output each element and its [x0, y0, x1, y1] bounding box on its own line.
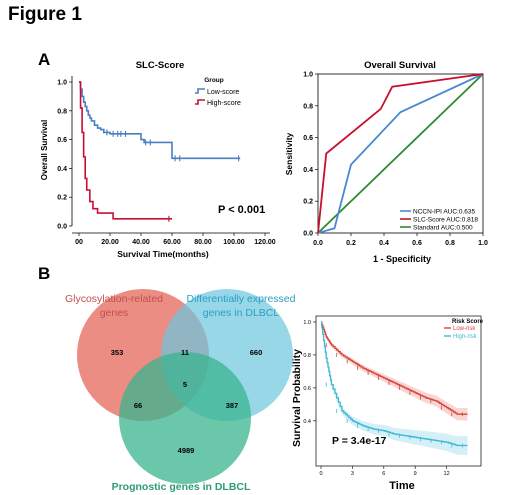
roc-chart: Overall Survival 0.00.20.40.60.81.0 0.0 0…: [284, 60, 488, 264]
roc-x-ticks: 0.0 0.2 0.4 0.6 0.8 1.0: [313, 233, 488, 247]
km2-legend-high: High-risk: [453, 334, 478, 340]
km2-y-tick-label: 0.6: [303, 386, 311, 392]
km1-x-ticks: 00 20.00 40.00 60.00 80.00 100.00 120.00: [75, 233, 276, 246]
venn-label-glyco-line2: genes: [100, 307, 129, 319]
km2-y-tick-label: 0.8: [303, 353, 311, 359]
km1-curve-low-score: [79, 81, 241, 160]
km2-x-tick-label: 3: [351, 471, 354, 477]
venn-diagram: Glycosylation-related genes Differential…: [65, 289, 296, 493]
venn-count-deg-only: 660: [250, 348, 263, 357]
roc-legend-nccn: NCCN-IPI AUC:0.635: [413, 209, 476, 216]
km1-y-tick-label: 1.0: [57, 80, 67, 87]
km2-x-label: Time: [389, 480, 414, 492]
roc-y-label: Sensitivity: [284, 132, 294, 175]
roc-curve-standard: [317, 73, 484, 234]
roc-curve-slc-score: [317, 73, 484, 234]
roc-x-tick-label: 0.6: [412, 240, 422, 247]
roc-y-tick-label: 0.4: [303, 167, 313, 174]
km1-p-value: P < 0.001: [218, 204, 265, 216]
km2-x-tick-label: 9: [414, 471, 417, 477]
roc-y-tick-label: 0.0: [303, 231, 313, 238]
km1-x-tick-label: 20.00: [101, 239, 119, 246]
venn-count-glyco-deg: 11: [181, 348, 189, 357]
venn-label-deg-line1: Differentially expressed: [187, 293, 296, 305]
roc-curve-nccn-ipi: [317, 73, 484, 234]
km2-y-label: Survival Probability: [291, 349, 303, 447]
km2-legend-title: Risk Score: [452, 319, 484, 325]
km2-y-tick-label: 1.0: [303, 320, 311, 326]
km2-y-ticks: 0.4 0.6 0.8 1.0: [303, 320, 316, 425]
km1-legend-high: High-score: [207, 100, 241, 107]
km1-legend-low: Low-score: [207, 89, 239, 96]
km2-curve-high-risk: [321, 321, 468, 447]
roc-x-tick-label: 0.4: [379, 240, 389, 247]
km2-x-ticks: 0 3 6 9 12: [319, 466, 450, 477]
roc-x-tick-label: 0.8: [445, 240, 455, 247]
venn-label-deg-line2: genes in DLBCL: [203, 307, 280, 319]
km2-frame: [315, 315, 482, 467]
roc-y-tick-label: 0.2: [303, 199, 313, 206]
roc-y-tick-label: 0.8: [303, 103, 313, 110]
km2-curves: [321, 321, 468, 448]
km1-x-label: Survival Time(months): [117, 249, 209, 259]
venn-count-deg-prog: 387: [226, 401, 239, 410]
roc-x-tick-label: 0.0: [313, 240, 323, 247]
km1-x-tick-label: 120.00: [254, 239, 276, 246]
km1-x-tick-label: 60.00: [163, 239, 181, 246]
km1-y-tick-label: 0.6: [57, 137, 67, 144]
km2-x-tick-label: 0: [319, 471, 322, 477]
roc-y-tick-label: 1.0: [303, 72, 313, 79]
km1-y-tick-label: 0.4: [57, 166, 67, 173]
km1-x-tick-label: 80.00: [194, 239, 212, 246]
km1-y-label: Overall Survival: [40, 120, 49, 180]
km2-y-tick-label: 0.4: [303, 419, 311, 425]
km-slc-score-chart: SLC-Score 0.0 0.2 0.4 0.6 0.8 1.0 00 20.00 40.0…: [40, 60, 276, 259]
km1-curve-high-score: [79, 81, 172, 220]
roc-frame: [317, 73, 484, 234]
venn-label-prognostic: Prognostic genes in DLBCL: [112, 481, 251, 493]
km1-curves: [79, 81, 241, 222]
roc-legend-slc: SLC-Score AUC:0.818: [413, 217, 478, 224]
km2-curve-low-risk: [321, 321, 468, 415]
roc-title: Overall Survival: [364, 60, 436, 71]
km1-x-tick-label: 00: [75, 239, 83, 246]
roc-legend-standard: Standard AUC:0.500: [413, 225, 473, 232]
roc-x-label: 1 - Specificity: [373, 254, 431, 264]
km1-x-tick-label: 100.00: [223, 239, 245, 246]
venn-count-prog-only: 4989: [178, 446, 195, 455]
venn-circle-prognostic: [119, 352, 251, 484]
km-risk-chart: 0.4 0.6 0.8 1.0 0 3 6 9 12 Survival Probability…: [291, 315, 484, 492]
km1-legend-low-swatch: [195, 88, 205, 94]
roc-curves: [317, 73, 484, 234]
km1-x-tick-label: 40.00: [132, 239, 150, 246]
panel-a-label: A: [38, 50, 51, 69]
km1-legend-high-swatch: [195, 99, 205, 105]
figure-title: Figure 1: [8, 4, 82, 25]
venn-count-all: 5: [183, 380, 187, 389]
km1-y-ticks: 0.0 0.2 0.4 0.6 0.8 1.0: [57, 80, 72, 231]
km1-title: SLC-Score: [136, 60, 185, 71]
km1-y-tick-label: 0.0: [57, 224, 67, 231]
roc-x-tick-label: 0.2: [346, 240, 356, 247]
roc-x-tick-label: 1.0: [478, 240, 488, 247]
km2-x-tick-label: 6: [382, 471, 385, 477]
km2-curve-low-risk-band: [321, 322, 468, 421]
venn-count-glyco-prog: 66: [134, 401, 142, 410]
km2-p-value: P = 3.4e-17: [332, 435, 387, 447]
km1-y-tick-label: 0.2: [57, 195, 67, 202]
venn-label-glyco-line1: Glycosylation-related: [65, 293, 163, 305]
roc-y-tick-label: 0.6: [303, 135, 313, 142]
km1-y-tick-label: 0.8: [57, 108, 67, 115]
km2-x-tick-label: 12: [444, 471, 450, 477]
km2-legend-low: Low-risk: [453, 326, 476, 332]
roc-y-ticks: 0.0 0.2 0.4 0.6 0.8 1.0: [303, 72, 318, 238]
km1-legend-title: Group: [204, 77, 224, 84]
venn-count-glyco-only: 353: [111, 348, 124, 357]
panel-b-label: B: [38, 264, 51, 283]
